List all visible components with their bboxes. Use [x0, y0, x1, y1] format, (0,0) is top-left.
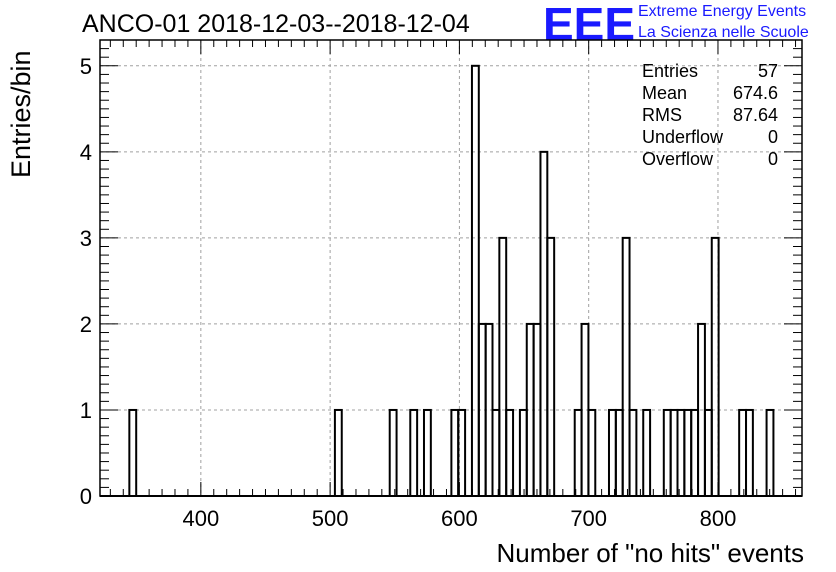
histogram-bin — [333, 408, 343, 497]
tick-labels: 400 500 600 700 800 0 1 2 3 4 5 — [80, 54, 737, 531]
histogram-bin — [607, 408, 617, 497]
stats-label: Mean — [642, 83, 688, 103]
stats-value: 57 — [757, 61, 778, 81]
histogram-bin — [470, 64, 480, 498]
y-tick-label: 4 — [80, 140, 92, 165]
y-axis-label: Entries/bin — [6, 50, 36, 178]
histogram-bin — [745, 408, 754, 497]
histogram-bin — [422, 408, 432, 497]
y-tick-label: 2 — [80, 312, 92, 337]
y-tick-label: 5 — [80, 54, 92, 79]
x-tick-label: 500 — [312, 506, 349, 531]
eee-logo-lettering: EEE — [543, 2, 635, 44]
histogram-bin — [587, 408, 597, 497]
plot-frame — [99, 39, 803, 497]
histogram-bin — [388, 408, 398, 497]
stats-label: Overflow — [642, 149, 714, 169]
histogram-bin — [491, 408, 501, 497]
histogram-bin — [546, 236, 556, 498]
brand-line-2: La Scienza nelle Scuole — [638, 24, 809, 41]
chart-title: ANCO-01 2018-12-03--2018-12-04 — [82, 10, 470, 38]
histogram-bin — [518, 408, 528, 497]
histogram-bin — [498, 236, 508, 498]
x-tick-label: 700 — [570, 506, 607, 531]
plot-border — [99, 39, 803, 497]
stats-row-rms: RMS 87.64 — [642, 104, 778, 126]
stats-value: 0 — [767, 149, 778, 169]
histogram-bin — [669, 408, 679, 497]
y-tick-label: 1 — [80, 398, 92, 423]
y-tick-label: 3 — [80, 226, 92, 251]
x-tick-label: 800 — [700, 506, 737, 531]
x-axis-label: Number of "no hits" events — [496, 538, 805, 568]
eee-logo: EEE — [543, 2, 635, 44]
stats-box: Entries 57 Mean 674.6 RMS 87.64 Underflo… — [642, 60, 778, 170]
y-tick-label: 0 — [80, 484, 92, 509]
histogram-bin — [614, 408, 624, 497]
histogram-bin — [621, 236, 631, 498]
histogram-bin — [662, 408, 672, 497]
stats-row-overflow: Overflow 0 — [642, 148, 778, 170]
x-tick-label: 600 — [441, 506, 478, 531]
histogram-bin — [573, 408, 583, 497]
histogram-bin — [642, 408, 652, 497]
stats-value: 674.6 — [732, 83, 778, 103]
stats-value: 87.64 — [732, 105, 778, 125]
svg-text:EEE: EEE — [543, 2, 635, 44]
histogram-bin — [505, 408, 515, 497]
histogram-bin — [676, 408, 686, 497]
stats-row-entries: Entries 57 — [642, 60, 778, 82]
brand-line-1: Extreme Energy Events — [638, 3, 807, 20]
stats-label: Underflow — [642, 127, 724, 147]
axis-ticks — [100, 39, 802, 497]
histogram-bin — [450, 408, 460, 497]
stats-label: RMS — [642, 105, 682, 125]
histogram-bin — [628, 408, 638, 497]
histogram-bin — [690, 408, 700, 497]
stats-value: 0 — [767, 127, 778, 147]
histogram-bin — [128, 408, 138, 497]
stats-label: Entries — [642, 61, 699, 81]
stats-row-mean: Mean 674.6 — [642, 82, 778, 104]
histogram-bin — [683, 408, 693, 497]
histogram-bin — [703, 408, 713, 497]
histogram-bin — [409, 408, 419, 497]
histogram-bin — [765, 408, 775, 497]
stats-row-underflow: Underflow 0 — [642, 126, 778, 148]
x-tick-label: 400 — [182, 506, 219, 531]
histogram-bin — [738, 408, 748, 497]
